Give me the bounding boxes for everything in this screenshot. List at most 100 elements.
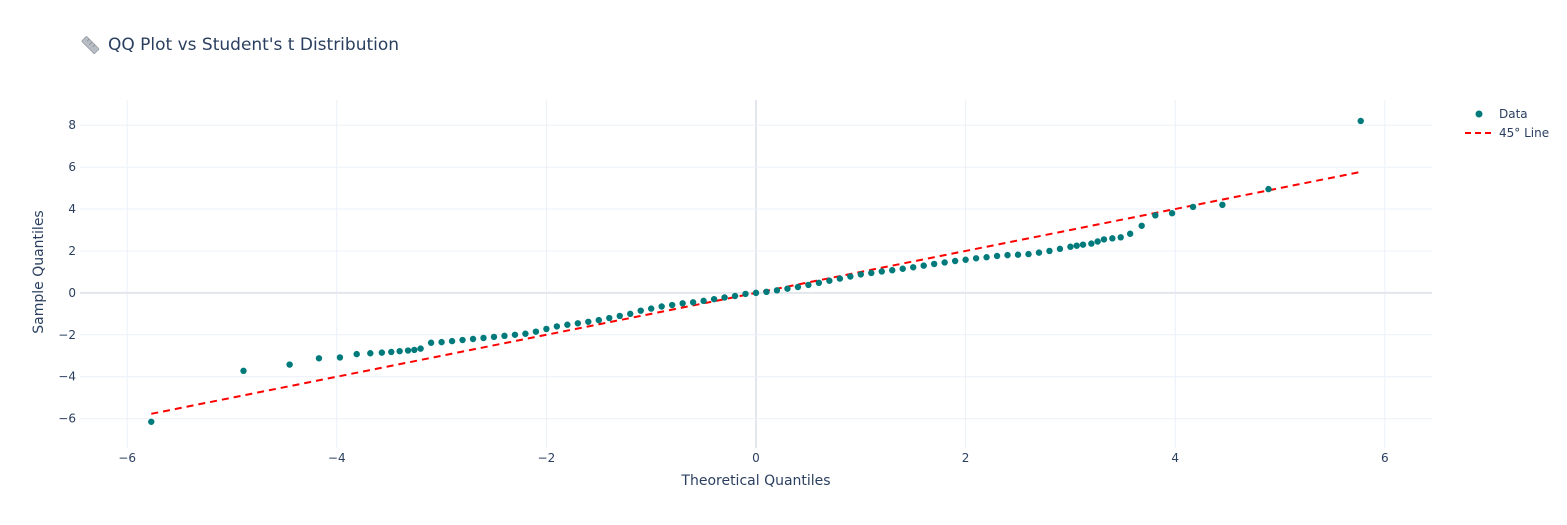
data-point [742,290,749,298]
grid [80,100,1432,448]
legend-item-data[interactable]: Data [1475,107,1528,121]
data-point [480,334,487,342]
data-point [1168,210,1176,217]
data-point [1152,212,1159,219]
data-point [721,294,728,301]
legend-item-45-line[interactable]: 45° Line [1465,126,1549,140]
data-point [1073,242,1080,249]
data-point [616,312,623,320]
data-point [511,331,519,338]
data-point [1056,245,1064,253]
legend[interactable]: Data 45° Line [1465,107,1549,140]
data-point [910,264,917,271]
data-point [1189,203,1197,211]
y-tick-label: −2 [58,328,76,342]
data-point [1100,236,1108,243]
data-point [930,260,938,268]
legend-data-label: Data [1499,107,1528,121]
data-point [378,349,386,356]
y-tick-label: −4 [58,370,76,384]
data-point [1035,249,1043,256]
data-point [1046,247,1053,255]
data-point [240,367,247,375]
data-point [847,273,854,280]
x-axis-title: Theoretical Quantiles [680,473,830,489]
data-point [411,346,418,354]
data-point [983,254,990,261]
data-point [731,292,739,300]
data-point [627,310,634,318]
y-axis-title: Sample Quantiles [31,210,47,333]
x-tick-label: 2 [962,451,970,465]
ruler-icon [81,36,100,54]
data-point [1117,234,1124,241]
x-tick-label: 0 [752,451,760,465]
legend-data-marker [1475,110,1483,118]
data-point [951,257,959,265]
data-point [700,297,707,305]
y-tick-label: 8 [68,118,76,132]
x-tick-label: −6 [118,451,136,465]
data-point [773,287,781,294]
chart-title-group: QQ Plot vs Student's t Distribution [81,35,399,55]
y-axis-ticks: −6 −4 −2 0 2 4 6 8 [58,118,76,425]
data-point [388,348,395,356]
data-point [836,275,844,282]
data-point [857,271,865,278]
legend-line-label: 45° Line [1499,126,1549,140]
data-point [668,301,676,309]
data-points-layer [148,117,1364,425]
data-point [1079,241,1087,248]
data-point [595,316,602,324]
y-tick-label: 0 [68,286,76,300]
data-point [522,330,529,337]
data-point [501,332,508,340]
data-point [459,336,466,344]
x-tick-label: −4 [328,451,346,465]
data-point [679,300,686,307]
data-point [448,337,456,345]
data-point [1025,250,1032,258]
data-point [658,303,665,310]
data-point [647,305,655,312]
data-point [438,338,445,346]
data-point [784,285,791,292]
data-point [1014,251,1022,258]
data-point [941,259,948,266]
data-point [794,283,802,291]
data-point [920,262,927,269]
data-point [543,325,550,333]
data-point [427,339,435,346]
data-point [1088,240,1095,247]
data-point [353,350,360,358]
data-point [868,269,875,277]
data-point [826,277,833,284]
x-tick-label: 4 [1171,451,1179,465]
data-point [1138,222,1145,229]
data-point [1094,238,1101,245]
data-point [396,347,403,355]
y-tick-label: 2 [68,244,76,258]
data-point [1067,243,1074,250]
y-tick-label: 4 [68,202,76,216]
data-point [148,418,155,425]
data-point [815,279,823,287]
data-point [564,321,571,328]
x-tick-label: 6 [1381,451,1389,465]
data-point [404,347,412,354]
data-point [490,333,498,341]
data-point [689,299,697,306]
data-point [1357,117,1364,125]
data-point [574,320,582,327]
data-point [286,361,293,368]
data-point [962,256,969,263]
data-point [606,314,613,322]
x-tick-label: −2 [538,451,556,465]
y-tick-label: −6 [58,412,76,426]
data-point [637,307,644,314]
data-point [1109,235,1116,242]
y-tick-label: 6 [68,160,76,174]
data-point [417,345,424,352]
data-point [878,268,885,275]
